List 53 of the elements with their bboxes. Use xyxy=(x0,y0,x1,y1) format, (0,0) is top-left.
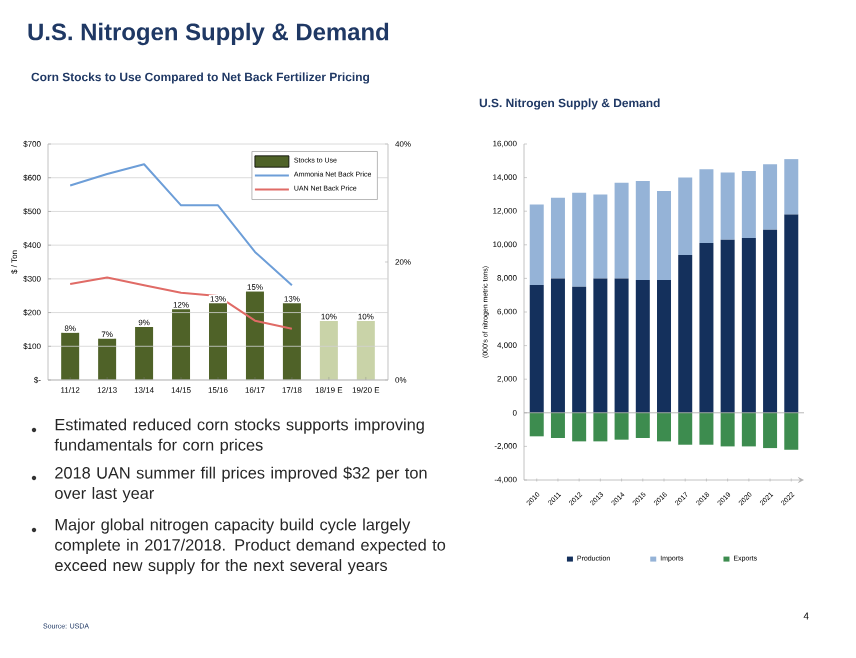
bar xyxy=(784,214,799,413)
bar xyxy=(572,286,587,413)
bar xyxy=(635,180,650,281)
bar xyxy=(741,412,756,447)
bar xyxy=(245,291,264,380)
bar xyxy=(550,278,565,413)
bar xyxy=(741,170,756,239)
bar xyxy=(635,412,650,438)
bar xyxy=(763,412,778,449)
line-series xyxy=(69,163,293,287)
bar xyxy=(550,412,565,438)
bar xyxy=(763,164,778,230)
bar xyxy=(209,303,227,380)
bar xyxy=(657,412,672,442)
text: U.S. Nitrogen Supply & Demand xyxy=(28,22,389,46)
bar xyxy=(657,280,672,413)
bar xyxy=(282,303,301,380)
bar xyxy=(720,239,735,413)
bar xyxy=(614,278,629,413)
bar xyxy=(699,412,714,445)
bar xyxy=(657,191,672,281)
bar xyxy=(741,238,756,413)
bar xyxy=(720,172,735,240)
bar xyxy=(678,412,693,445)
bar xyxy=(61,332,80,380)
bar xyxy=(614,182,629,279)
bar xyxy=(635,280,650,413)
bar xyxy=(763,229,778,413)
bar xyxy=(319,321,338,380)
text: Estimated reduced corn stocks supports improving fundamentals for corn prices xyxy=(54,418,424,454)
bar xyxy=(550,197,565,279)
bar xyxy=(572,412,587,442)
bar xyxy=(135,326,154,380)
bar xyxy=(356,321,375,380)
bar xyxy=(529,285,544,413)
bar xyxy=(529,204,544,286)
text: Major global nitrogen capacity build cycle largely complete in 2017/2018. Product demand expected to exceed new supply for the next several years xyxy=(55,518,446,575)
bar xyxy=(172,309,191,380)
bar xyxy=(593,412,608,442)
bar xyxy=(593,194,608,279)
bar xyxy=(784,412,799,450)
bar xyxy=(529,412,544,437)
bar xyxy=(784,159,799,215)
bar xyxy=(699,243,714,413)
bar xyxy=(593,278,608,413)
bar xyxy=(98,338,117,380)
bar xyxy=(572,192,587,287)
bar xyxy=(678,177,693,255)
text: 2018 UAN summer fill prices improved $32 per ton over last year xyxy=(55,466,427,503)
bar xyxy=(699,169,714,244)
bar xyxy=(678,254,693,413)
bar xyxy=(720,412,735,447)
bar xyxy=(614,412,629,440)
